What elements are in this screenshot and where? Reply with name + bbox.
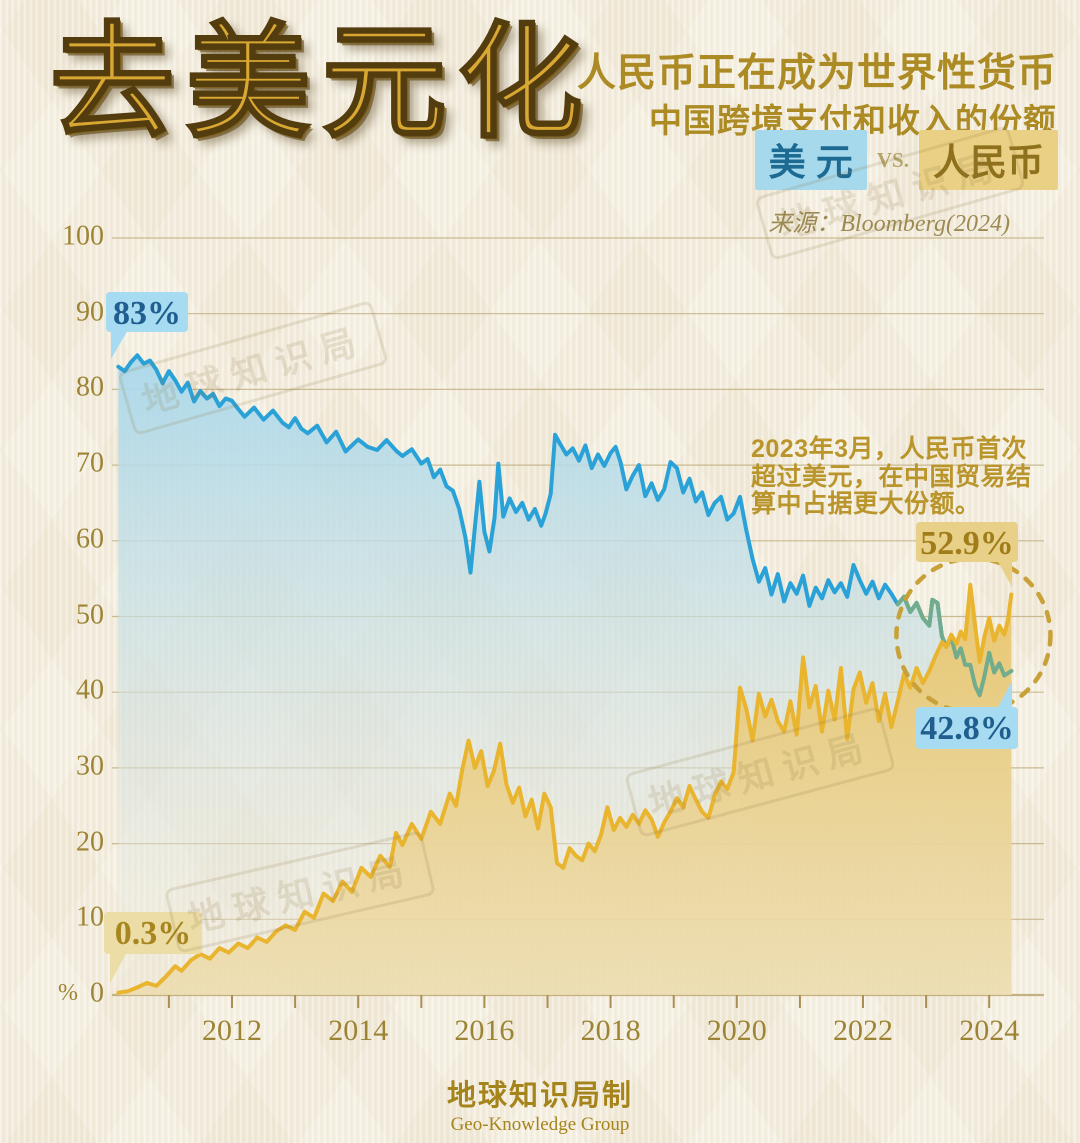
- footer-credit-cn: 地球知识局制: [446, 1080, 633, 1112]
- y-tick-label-0: 0: [90, 977, 104, 1009]
- usd-start-value: 83%: [113, 295, 181, 332]
- y-axis-unit: %: [58, 980, 78, 1007]
- y-tick-label-30: 30: [76, 750, 104, 782]
- x-tick-label-2014: 2014: [328, 1014, 389, 1047]
- rmb-line: [116, 582, 1014, 995]
- page-title: 去美元化: [49, 14, 595, 153]
- x-tick-label-2022: 2022: [833, 1014, 893, 1047]
- y-tick-label-100: 100: [62, 220, 104, 252]
- bubble-tail: [110, 952, 127, 983]
- rmb-end-value: 52.9%: [920, 525, 1014, 562]
- legend-vs-label: VS.: [876, 147, 909, 172]
- usd-line-overlap-segment: [895, 594, 1014, 698]
- y-tick-label-60: 60: [76, 523, 104, 555]
- y-tick-label-70: 70: [76, 447, 104, 479]
- x-tick-label-2020: 2020: [706, 1014, 767, 1047]
- bubble-tail: [997, 681, 1012, 709]
- y-tick-label-90: 90: [76, 296, 104, 328]
- y-tick-label-40: 40: [76, 674, 104, 706]
- x-tick-label-2016: 2016: [454, 1014, 515, 1047]
- legend-rmb-badge: 人民币: [919, 130, 1058, 190]
- bubble-tail: [997, 560, 1012, 587]
- subtitle-line1: 人民币正在成为世界性货币: [576, 52, 1057, 95]
- rmb-start-value: 0.3%: [114, 915, 192, 952]
- crossover-annotation: 2023年3月，人民币首次 超过美元，在中国贸易结 算中占据更大份额。: [751, 435, 1036, 519]
- x-tick-label-2018: 2018: [580, 1014, 641, 1047]
- y-tick-label-50: 50: [76, 598, 104, 630]
- legend: 美 元 VS. 人民币: [754, 130, 1058, 190]
- x-tick-label-2012: 2012: [202, 1014, 262, 1047]
- bubble-tail: [111, 330, 128, 359]
- source-note: 来源：Bloomberg(2024): [768, 211, 1010, 237]
- y-tick-label-80: 80: [76, 371, 104, 403]
- usd-start-value-bubble: 83%: [106, 292, 188, 359]
- y-tick-label-20: 20: [76, 825, 104, 857]
- annotation-line2: 超过美元，在中国贸易结: [751, 462, 1032, 491]
- annotation-line3: 算中占据更大份额。: [751, 490, 981, 518]
- legend-usd-badge: 美 元: [754, 130, 867, 190]
- rmb-start-value-bubble: 0.3%: [104, 912, 202, 983]
- x-tick-label-2024: 2024: [959, 1014, 1020, 1047]
- usd-line: [116, 353, 1014, 698]
- footer: 地球知识局制 Geo-Knowledge Group: [0, 1072, 1080, 1136]
- rmb-area: [118, 584, 1012, 995]
- y-tick-label-10: 10: [76, 901, 104, 933]
- annotation-line1: 2023年3月，人民币首次: [751, 435, 1028, 463]
- usd-end-value: 42.8%: [920, 710, 1014, 747]
- usd-end-value-bubble: 42.8%: [916, 681, 1018, 749]
- footer-credit-en: Geo-Knowledge Group: [450, 1114, 630, 1135]
- rmb-end-value-bubble: 52.9%: [916, 522, 1018, 587]
